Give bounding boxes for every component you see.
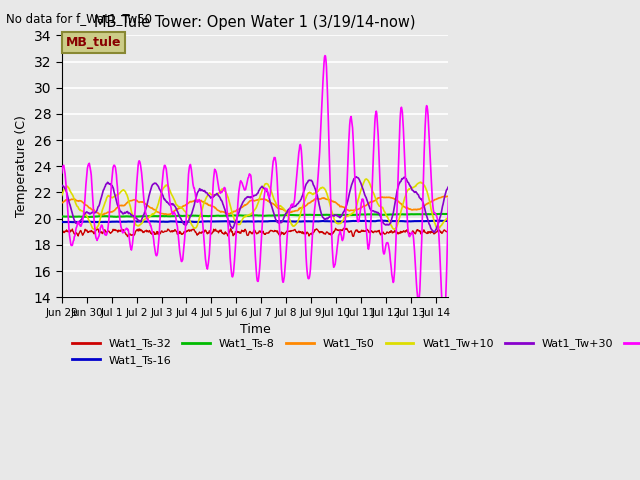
Wat1_Ts-8 bbox=[293, 213, 301, 218]
Wat1_Ts0 bbox=[58, 200, 65, 206]
Wat1_Ts-16 bbox=[58, 219, 65, 225]
Wat1_Tw100 bbox=[391, 258, 399, 264]
Wat1_Tw+30 bbox=[304, 178, 312, 184]
Wat1_Ts-8 bbox=[305, 212, 312, 217]
Wat1_Tw100 bbox=[321, 53, 329, 59]
Line: Wat1_Ts0: Wat1_Ts0 bbox=[61, 196, 449, 215]
Wat1_Tw100 bbox=[282, 248, 290, 253]
Wat1_Tw+10 bbox=[91, 227, 99, 232]
Line: Wat1_Tw+10: Wat1_Tw+10 bbox=[61, 179, 449, 229]
Wat1_Ts-8 bbox=[436, 211, 444, 216]
Wat1_Ts-8 bbox=[58, 214, 65, 219]
Title: MB Tule Tower: Open Water 1 (3/19/14-now): MB Tule Tower: Open Water 1 (3/19/14-now… bbox=[94, 15, 416, 30]
Wat1_Tw+10 bbox=[305, 190, 312, 196]
Wat1_Ts-16 bbox=[283, 218, 291, 224]
Wat1_Tw100 bbox=[58, 170, 65, 176]
Wat1_Tw100 bbox=[292, 177, 300, 182]
Wat1_Ts-16 bbox=[375, 218, 383, 224]
Wat1_Ts-8 bbox=[445, 211, 452, 217]
Wat1_Tw+10 bbox=[283, 210, 291, 216]
Line: Wat1_Tw+30: Wat1_Tw+30 bbox=[61, 177, 449, 232]
Line: Wat1_Ts-32: Wat1_Ts-32 bbox=[61, 228, 449, 237]
Wat1_Tw+10 bbox=[445, 215, 452, 220]
Wat1_Tw+30 bbox=[58, 182, 65, 188]
X-axis label: Time: Time bbox=[239, 323, 271, 336]
Wat1_Ts-32 bbox=[352, 227, 360, 233]
Wat1_Ts-16 bbox=[72, 219, 79, 225]
Wat1_Tw+30 bbox=[81, 210, 89, 216]
Wat1_Tw+10 bbox=[58, 192, 65, 198]
Wat1_Ts0 bbox=[99, 212, 107, 217]
Wat1_Tw+30 bbox=[391, 200, 399, 206]
Wat1_Ts0 bbox=[391, 196, 399, 202]
Wat1_Tw+10 bbox=[351, 206, 359, 212]
Wat1_Ts-16 bbox=[293, 218, 301, 224]
Wat1_Ts0 bbox=[305, 200, 312, 206]
Wat1_Ts0 bbox=[293, 208, 301, 214]
Wat1_Tw+30 bbox=[430, 229, 438, 235]
Wat1_Ts-16 bbox=[82, 219, 90, 225]
Wat1_Tw+30 bbox=[292, 202, 300, 208]
Wat1_Ts-32 bbox=[124, 234, 131, 240]
Wat1_Ts-32 bbox=[340, 226, 348, 231]
Legend: Wat1_Ts-32, Wat1_Ts-16, Wat1_Ts-8, Wat1_Ts0, Wat1_Tw+10, Wat1_Tw+30, Wat1_Tw100: Wat1_Ts-32, Wat1_Ts-16, Wat1_Ts-8, Wat1_… bbox=[67, 334, 640, 370]
Wat1_Ts-32 bbox=[81, 227, 89, 232]
Wat1_Tw+10 bbox=[362, 176, 370, 182]
Wat1_Ts-8 bbox=[85, 214, 93, 220]
Wat1_Tw100 bbox=[351, 189, 359, 194]
Wat1_Ts-8 bbox=[283, 212, 291, 218]
Wat1_Tw100 bbox=[304, 276, 312, 281]
Wat1_Ts0 bbox=[81, 202, 89, 208]
Wat1_Tw+30 bbox=[351, 175, 359, 181]
Wat1_Ts0 bbox=[444, 193, 451, 199]
Wat1_Ts-16 bbox=[351, 218, 359, 224]
Wat1_Tw100 bbox=[81, 189, 89, 194]
Wat1_Ts-32 bbox=[445, 228, 452, 234]
Wat1_Ts-16 bbox=[392, 218, 399, 224]
Wat1_Tw+30 bbox=[282, 211, 290, 216]
Wat1_Ts-32 bbox=[392, 228, 399, 234]
Line: Wat1_Tw100: Wat1_Tw100 bbox=[61, 56, 449, 325]
Wat1_Ts-8 bbox=[391, 212, 399, 217]
Line: Wat1_Ts-16: Wat1_Ts-16 bbox=[61, 221, 449, 222]
Wat1_Tw+10 bbox=[81, 211, 89, 216]
Wat1_Tw+30 bbox=[352, 174, 360, 180]
Text: MB_tule: MB_tule bbox=[65, 36, 121, 49]
Y-axis label: Temperature (C): Temperature (C) bbox=[15, 115, 28, 217]
Wat1_Ts0 bbox=[445, 194, 452, 200]
Wat1_Ts-16 bbox=[445, 218, 452, 224]
Wat1_Ts-32 bbox=[293, 230, 301, 236]
Wat1_Tw+30 bbox=[445, 184, 452, 190]
Wat1_Ts-32 bbox=[283, 228, 291, 234]
Wat1_Ts-32 bbox=[58, 228, 65, 234]
Wat1_Tw100 bbox=[440, 323, 448, 328]
Text: No data for f_Wat1_Tw50: No data for f_Wat1_Tw50 bbox=[6, 12, 152, 25]
Wat1_Ts-32 bbox=[305, 231, 312, 237]
Wat1_Ts-8 bbox=[351, 212, 359, 217]
Wat1_Ts-16 bbox=[305, 218, 312, 224]
Wat1_Ts0 bbox=[351, 207, 359, 213]
Wat1_Ts0 bbox=[283, 209, 291, 215]
Wat1_Ts-8 bbox=[81, 214, 89, 220]
Wat1_Tw+10 bbox=[293, 220, 301, 226]
Wat1_Tw100 bbox=[445, 196, 452, 202]
Line: Wat1_Ts-8: Wat1_Ts-8 bbox=[61, 214, 449, 217]
Wat1_Tw+10 bbox=[392, 226, 399, 231]
